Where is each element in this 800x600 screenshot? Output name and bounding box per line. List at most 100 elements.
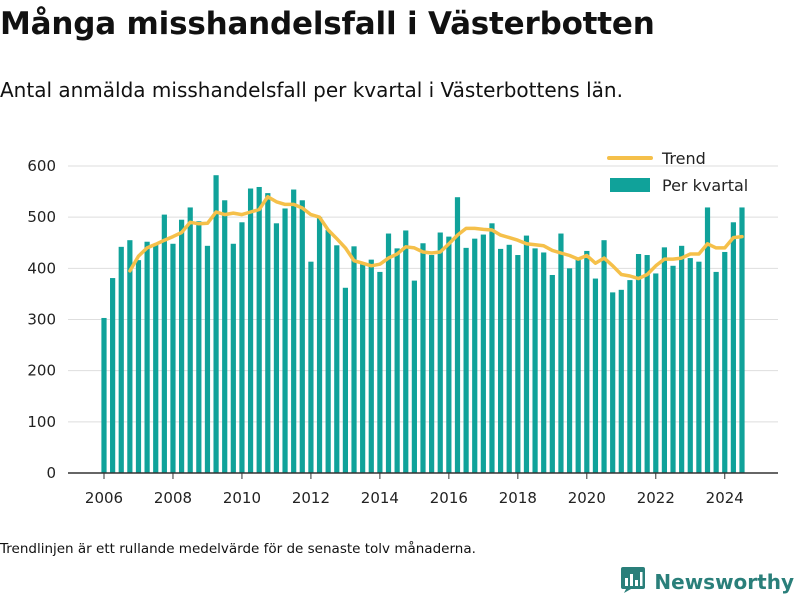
bar <box>291 189 297 473</box>
bar <box>101 317 107 473</box>
bar <box>722 251 728 473</box>
x-tick-label: 2014 <box>361 489 399 507</box>
bar <box>144 241 150 473</box>
bar <box>549 274 555 473</box>
bar <box>739 207 745 473</box>
bar <box>679 245 685 473</box>
bar <box>118 246 124 473</box>
bar <box>480 234 486 473</box>
bar <box>282 208 288 474</box>
x-tick-label: 2008 <box>154 489 192 507</box>
bar <box>446 236 452 473</box>
bar <box>273 223 280 473</box>
bar <box>325 229 331 473</box>
bar <box>308 261 314 473</box>
x-tick-label: 2020 <box>568 489 606 507</box>
legend: Trend Per kvartal <box>607 149 748 195</box>
trend-series <box>128 194 744 281</box>
bar <box>239 222 245 473</box>
legend-bar-label: Per kvartal <box>662 176 748 195</box>
bar <box>635 254 642 473</box>
bar <box>351 246 357 473</box>
bar <box>342 287 349 473</box>
bar <box>463 247 469 473</box>
bar <box>472 238 478 473</box>
bar <box>153 244 159 473</box>
bar <box>196 221 202 473</box>
bar <box>403 230 409 473</box>
bar <box>601 240 607 473</box>
legend-bar-swatch <box>610 178 650 192</box>
bar <box>704 207 711 473</box>
bar <box>265 193 271 473</box>
bar <box>204 245 211 473</box>
y-tick-label: 500 <box>27 208 56 226</box>
trend-line <box>128 194 744 281</box>
y-tick-label: 300 <box>27 311 56 329</box>
bar <box>213 175 219 473</box>
bar <box>377 271 383 473</box>
bar <box>368 259 374 473</box>
bar <box>489 223 495 473</box>
bar <box>644 255 650 473</box>
bar <box>334 245 340 473</box>
x-tick-label: 2024 <box>706 489 744 507</box>
bar <box>420 243 426 473</box>
bar <box>696 261 702 473</box>
bar <box>170 243 176 473</box>
bar <box>394 248 400 473</box>
y-tick-label: 0 <box>46 464 56 482</box>
bar <box>592 278 599 473</box>
bar <box>429 255 435 473</box>
bar <box>316 217 323 473</box>
brand-logo: Newsworthy <box>620 566 794 598</box>
bar <box>670 265 676 473</box>
bar <box>385 233 392 473</box>
y-tick-label: 200 <box>27 362 56 380</box>
legend-trend-label: Trend <box>661 149 706 168</box>
x-tick-label: 2006 <box>85 489 123 507</box>
y-tick-label: 400 <box>27 259 56 277</box>
bar <box>506 244 512 473</box>
bar <box>618 289 624 473</box>
bar <box>135 260 142 473</box>
bar <box>127 240 133 473</box>
x-tick-label: 2012 <box>292 489 330 507</box>
bar <box>566 268 573 473</box>
x-tick-label: 2018 <box>499 489 537 507</box>
bar <box>584 250 590 473</box>
newsworthy-logo-icon <box>620 566 646 598</box>
footnote: Trendlinjen är ett rullande medelvärde f… <box>0 541 476 557</box>
x-tick-label: 2016 <box>430 489 468 507</box>
bar <box>497 248 504 473</box>
bar-series <box>101 175 745 474</box>
bar <box>247 188 254 473</box>
bar <box>110 278 116 473</box>
bar <box>299 200 305 473</box>
bar <box>575 259 581 473</box>
bar <box>730 222 736 473</box>
bar <box>558 233 564 473</box>
bar <box>687 258 693 473</box>
bar <box>610 292 616 473</box>
bar <box>360 264 366 473</box>
brand-name: Newsworthy <box>654 570 794 594</box>
bar <box>161 214 167 473</box>
bar <box>256 186 262 473</box>
bar <box>523 235 530 473</box>
x-tick-label: 2010 <box>223 489 261 507</box>
y-tick-label: 100 <box>27 413 56 431</box>
bar <box>437 232 443 473</box>
bar <box>627 280 633 473</box>
x-tick-label: 2022 <box>637 489 675 507</box>
bar <box>532 248 538 473</box>
bar <box>230 243 236 473</box>
bar <box>515 255 521 473</box>
bar <box>222 200 228 473</box>
bar <box>454 197 461 473</box>
axes: 0 100 200 300 400 500 600 2006 2008 2010 2012 2014 2… <box>27 157 778 507</box>
y-tick-label: 600 <box>27 157 56 175</box>
chart-subtitle: Antal anmälda misshandelsfall per kvarta… <box>0 78 623 102</box>
bar <box>178 219 185 473</box>
